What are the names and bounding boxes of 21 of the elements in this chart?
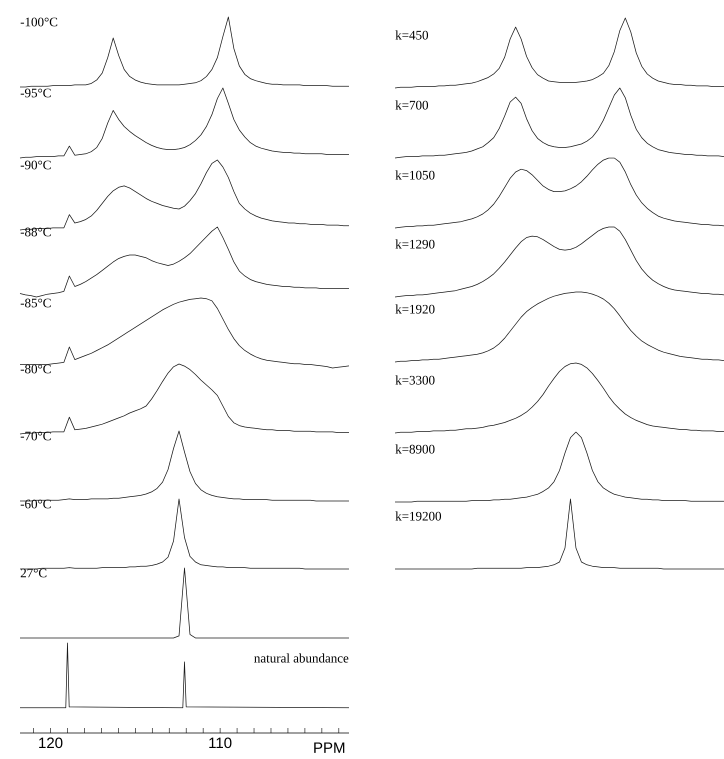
chart-title: -88°C	[20, 228, 51, 236]
chart-title: -95°C	[20, 88, 51, 98]
text: k=1920	[395, 304, 435, 314]
text: k=8900	[395, 444, 435, 454]
chart-title: 27°C	[20, 568, 46, 578]
text: k=450	[395, 30, 428, 40]
chart-title: -90°C	[20, 160, 51, 170]
chart-title: -70°C	[20, 432, 51, 440]
text: k=1290	[395, 239, 435, 249]
chart-title: -85°C	[20, 298, 51, 308]
chart-title: -80°C	[20, 364, 51, 374]
annotation: natural abundance	[254, 653, 348, 663]
text: k=700	[395, 100, 428, 110]
x-axis-title: PPM	[314, 742, 344, 753]
x-tick-label: 120	[39, 738, 62, 748]
chart-title: -60°C	[20, 500, 51, 508]
chart-title: -100°C	[20, 18, 58, 26]
text: k=1050	[395, 170, 435, 180]
text: k=19200	[395, 511, 442, 521]
text: k=3300	[395, 375, 435, 385]
x-tick-label: 110	[209, 738, 232, 748]
